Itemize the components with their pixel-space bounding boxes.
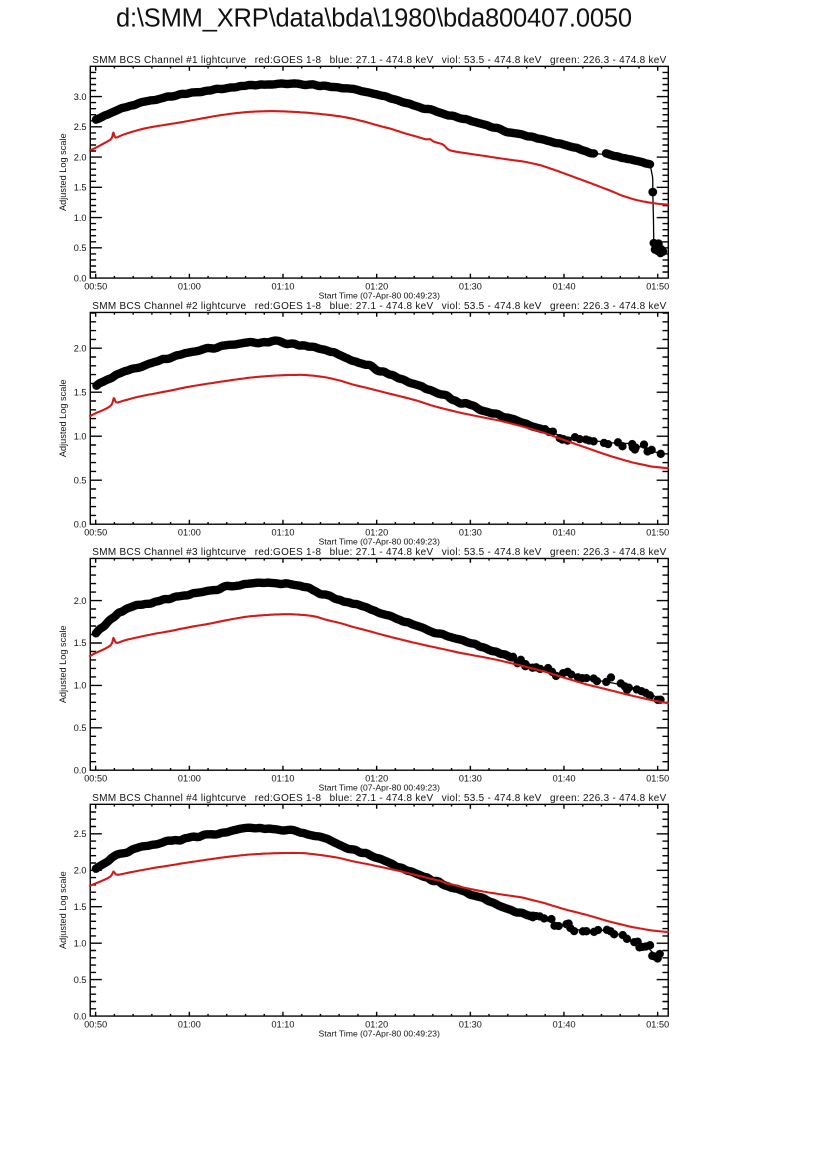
svg-text:01:20: 01:20 [365, 1020, 388, 1030]
svg-text:01:50: 01:50 [646, 774, 669, 784]
svg-text:1.0: 1.0 [74, 938, 87, 948]
svg-text:0.5: 0.5 [74, 475, 87, 485]
svg-text:01:20: 01:20 [365, 282, 388, 292]
svg-text:Start Time (07-Apr-80 00:49:23: Start Time (07-Apr-80 00:49:23) [319, 783, 440, 793]
svg-text:1.5: 1.5 [74, 387, 87, 397]
svg-text:2.0: 2.0 [74, 152, 87, 162]
svg-text:01:40: 01:40 [553, 774, 576, 784]
svg-text:1.0: 1.0 [74, 213, 87, 223]
svg-text:2.0: 2.0 [74, 866, 87, 876]
svg-text:1.5: 1.5 [74, 902, 87, 912]
svg-text:Adjusted Log scale: Adjusted Log scale [58, 133, 68, 211]
svg-text:2.0: 2.0 [74, 596, 87, 606]
svg-text:01:10: 01:10 [271, 282, 294, 292]
svg-text:Start Time (07-Apr-80 00:49:23: Start Time (07-Apr-80 00:49:23) [319, 537, 440, 547]
svg-text:01:10: 01:10 [271, 1020, 294, 1030]
svg-text:SMM BCS Channel #1 lightcurve: SMM BCS Channel #1 lightcurve red:GOES 1… [92, 55, 666, 66]
svg-text:0.0: 0.0 [74, 1011, 87, 1021]
svg-text:2.5: 2.5 [74, 829, 87, 839]
svg-text:00:50: 00:50 [84, 282, 107, 292]
svg-text:01:20: 01:20 [365, 528, 388, 538]
svg-text:01:00: 01:00 [178, 282, 201, 292]
svg-text:01:50: 01:50 [646, 528, 669, 538]
svg-text:01:10: 01:10 [271, 774, 294, 784]
svg-text:1.0: 1.0 [74, 681, 87, 691]
svg-text:01:30: 01:30 [459, 774, 482, 784]
svg-text:00:50: 00:50 [84, 774, 107, 784]
svg-text:01:40: 01:40 [553, 1020, 576, 1030]
svg-text:01:40: 01:40 [553, 528, 576, 538]
svg-text:Adjusted Log scale: Adjusted Log scale [58, 625, 68, 703]
svg-text:01:50: 01:50 [646, 282, 669, 292]
svg-text:3.0: 3.0 [74, 92, 87, 102]
svg-text:Adjusted Log scale: Adjusted Log scale [58, 871, 68, 949]
svg-text:0.5: 0.5 [74, 975, 87, 985]
svg-text:01:00: 01:00 [178, 528, 201, 538]
svg-text:00:50: 00:50 [84, 1020, 107, 1030]
svg-text:1.5: 1.5 [74, 638, 87, 648]
svg-text:0.0: 0.0 [74, 273, 87, 283]
svg-text:01:30: 01:30 [459, 282, 482, 292]
svg-text:0.5: 0.5 [74, 243, 87, 253]
svg-text:01:50: 01:50 [646, 1020, 669, 1030]
svg-text:2.0: 2.0 [74, 343, 87, 353]
svg-text:01:40: 01:40 [553, 282, 576, 292]
svg-text:2.5: 2.5 [74, 122, 87, 132]
svg-text:0.0: 0.0 [74, 765, 87, 775]
svg-text:01:00: 01:00 [178, 1020, 201, 1030]
svg-text:01:30: 01:30 [459, 1020, 482, 1030]
svg-text:SMM BCS Channel #3 lightcurve: SMM BCS Channel #3 lightcurve red:GOES 1… [92, 547, 666, 558]
svg-text:1.5: 1.5 [74, 183, 87, 193]
svg-text:01:20: 01:20 [365, 774, 388, 784]
svg-text:01:10: 01:10 [271, 528, 294, 538]
svg-text:0.0: 0.0 [74, 519, 87, 529]
svg-text:Start Time (07-Apr-80 00:49:23: Start Time (07-Apr-80 00:49:23) [319, 290, 440, 300]
svg-text:1.0: 1.0 [74, 431, 87, 441]
svg-text:Start Time (07-Apr-80 00:49:23: Start Time (07-Apr-80 00:49:23) [319, 1028, 440, 1038]
svg-text:01:00: 01:00 [178, 774, 201, 784]
svg-text:d:\SMM_XRP\data\bda\1980\bda80: d:\SMM_XRP\data\bda\1980\bda800407.0050 [116, 5, 632, 33]
svg-text:SMM BCS Channel #2 lightcurve: SMM BCS Channel #2 lightcurve red:GOES 1… [92, 301, 666, 312]
svg-text:01:30: 01:30 [459, 528, 482, 538]
svg-text:Adjusted Log scale: Adjusted Log scale [58, 379, 68, 457]
svg-text:00:50: 00:50 [84, 528, 107, 538]
svg-text:0.5: 0.5 [74, 723, 87, 733]
svg-text:SMM BCS Channel #4 lightcurve: SMM BCS Channel #4 lightcurve red:GOES 1… [92, 793, 666, 804]
